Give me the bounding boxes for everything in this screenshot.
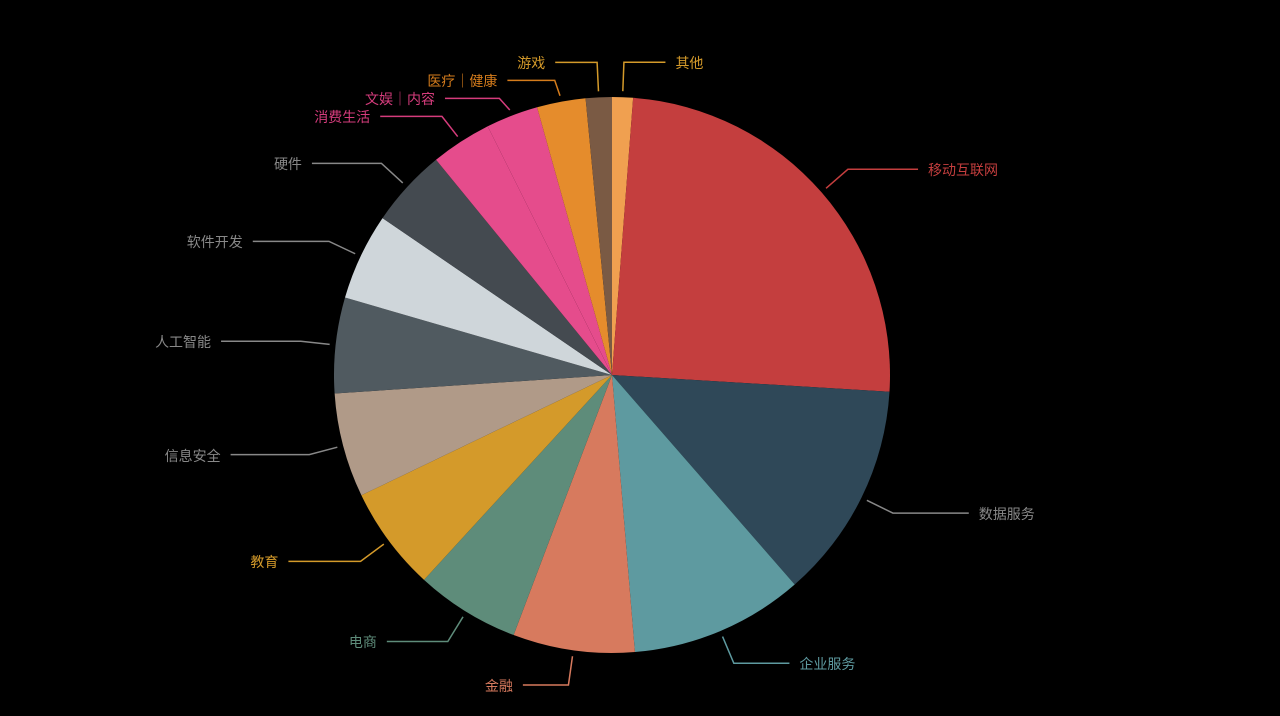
leader-line [623, 62, 666, 91]
leader-line [445, 98, 510, 110]
leader-line [826, 169, 918, 188]
pie-svg [0, 0, 1280, 711]
slice-label: 移动互联网 [928, 160, 998, 180]
leader-line [723, 637, 790, 664]
pie-chart: 其他移动互联网数据服务企业服务金融 电商 教育 信息安全 人工智能 软件开发 硬件 消费生活文… [0, 0, 1280, 711]
slice-label: 数据服务 [979, 504, 1035, 524]
slice-label: 游戏 [517, 53, 545, 73]
leader-line [253, 241, 355, 253]
slice-label: 消费生活 [314, 107, 370, 127]
leader-line [221, 341, 330, 344]
leader-line [380, 116, 457, 136]
slice-label: 信息安全 [165, 446, 221, 466]
leader-line [231, 447, 338, 454]
leader-line [867, 500, 969, 513]
slice-label: 软件开发 [187, 232, 243, 252]
slice-label: 硬件 [274, 154, 302, 174]
leader-line [288, 544, 383, 561]
slice-label: 其他 [675, 53, 703, 73]
leader-line [507, 80, 560, 95]
slice-label: 企业服务 [799, 654, 855, 674]
leader-line [555, 62, 598, 91]
slice-label: 文娱｜内容 [365, 89, 435, 109]
leader-line [523, 656, 573, 685]
slice-label: 人工智能 [155, 332, 211, 352]
slice-label: 电商 [349, 632, 377, 652]
pie-slice [612, 98, 890, 392]
leader-line [312, 163, 403, 183]
leader-line [387, 617, 463, 642]
slice-label: 教育 [250, 552, 278, 572]
slice-label: 医疗｜健康 [427, 71, 497, 91]
slice-label: 金融 [485, 676, 513, 696]
